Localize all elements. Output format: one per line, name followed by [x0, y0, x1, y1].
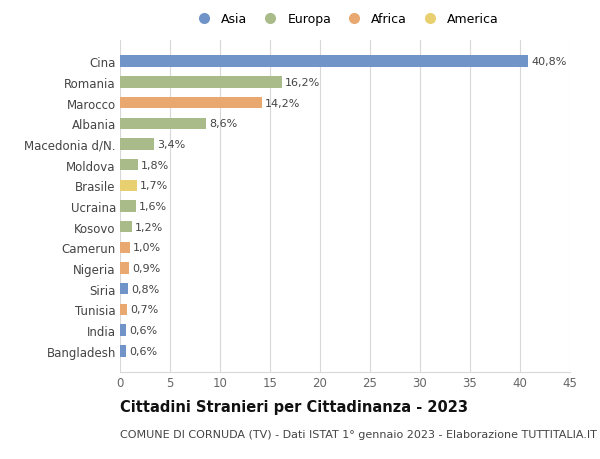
Bar — [120, 118, 206, 129]
Bar — [120, 304, 127, 315]
Bar — [120, 284, 128, 295]
Bar — [120, 77, 282, 88]
Bar — [120, 242, 130, 253]
Bar — [120, 180, 137, 191]
Text: 0,9%: 0,9% — [132, 263, 160, 274]
Bar — [120, 263, 129, 274]
Text: 16,2%: 16,2% — [285, 78, 320, 88]
Bar — [120, 222, 132, 233]
Text: 8,6%: 8,6% — [209, 119, 237, 129]
Bar — [120, 160, 138, 171]
Text: 3,4%: 3,4% — [157, 140, 185, 150]
Text: 0,6%: 0,6% — [129, 346, 157, 356]
Text: Cittadini Stranieri per Cittadinanza - 2023: Cittadini Stranieri per Cittadinanza - 2… — [120, 399, 468, 414]
Text: 1,6%: 1,6% — [139, 202, 167, 212]
Text: 0,8%: 0,8% — [131, 284, 159, 294]
Text: 1,7%: 1,7% — [140, 181, 168, 191]
Bar — [120, 139, 154, 150]
Bar — [120, 346, 126, 357]
Text: 0,7%: 0,7% — [130, 305, 158, 315]
Bar — [120, 201, 136, 212]
Bar — [120, 98, 262, 109]
Text: 1,2%: 1,2% — [135, 222, 163, 232]
Text: 1,0%: 1,0% — [133, 243, 161, 253]
Bar — [120, 325, 126, 336]
Text: 0,6%: 0,6% — [129, 325, 157, 336]
Legend: Asia, Europa, Africa, America: Asia, Europa, Africa, America — [187, 10, 503, 30]
Text: 14,2%: 14,2% — [265, 98, 301, 108]
Bar — [120, 56, 528, 67]
Text: COMUNE DI CORNUDA (TV) - Dati ISTAT 1° gennaio 2023 - Elaborazione TUTTITALIA.IT: COMUNE DI CORNUDA (TV) - Dati ISTAT 1° g… — [120, 429, 597, 439]
Text: 40,8%: 40,8% — [531, 57, 566, 67]
Text: 1,8%: 1,8% — [141, 160, 169, 170]
